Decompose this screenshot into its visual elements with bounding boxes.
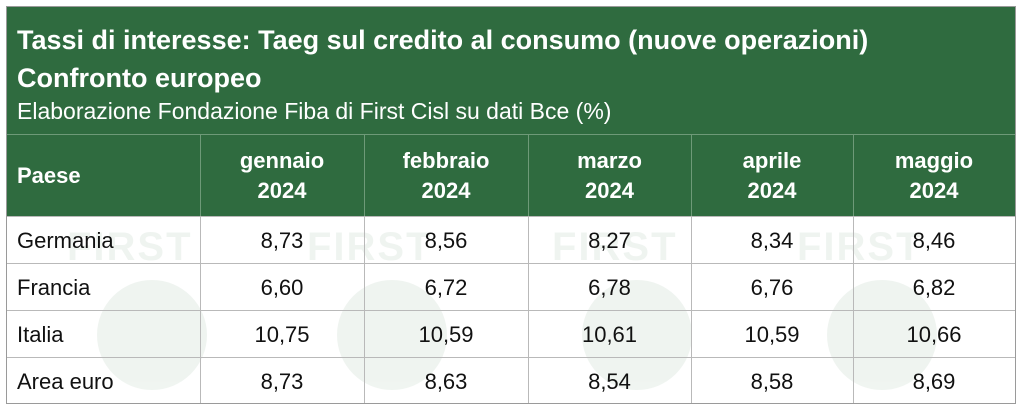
title-line-1: Tassi di interesse: Taeg sul credito al … [17,25,869,55]
header-month-name: aprile [742,147,802,173]
value-cell: 8,27 [588,227,631,253]
header-divider [7,134,1015,135]
value-cell: 8,69 [912,368,956,394]
header-year: 2024 [909,177,959,203]
header-month-3: aprile 2024 [691,135,853,216]
column-divider [528,216,529,403]
row-label: Area euro [17,368,114,394]
column-divider [200,216,201,403]
header-year: 2024 [257,177,307,203]
title-line-2: Confronto europeo [17,63,262,93]
value-cell: 8,73 [260,227,304,253]
header-month-4: maggio 2024 [853,135,1015,216]
value-cell: 8,56 [424,227,468,253]
value-cell: 10,66 [906,321,962,347]
value-cell: 8,63 [424,368,468,394]
column-divider [364,135,365,216]
value-cell: 6,82 [912,274,956,300]
row-divider [7,310,1015,311]
table-header-band: Tassi di interesse: Taeg sul credito al … [7,7,1015,216]
column-divider [364,216,365,403]
data-table: Tassi di interesse: Taeg sul credito al … [6,6,1016,404]
table-title: Tassi di interesse: Taeg sul credito al … [17,21,868,97]
table-subtitle: Elaborazione Fondazione Fiba di First Ci… [17,98,612,124]
header-year: 2024 [421,177,471,203]
column-divider [853,216,854,403]
value-cell: 10,59 [418,321,474,347]
column-divider [200,135,201,216]
value-cell: 6,78 [588,274,631,300]
row-divider [7,357,1015,358]
value-cell: 6,76 [750,274,794,300]
value-cell: 8,73 [260,368,304,394]
value-cell: 10,59 [744,321,800,347]
value-cell: 6,72 [424,274,468,300]
header-month-name: gennaio [239,147,325,173]
row-label: Francia [17,274,91,300]
value-cell: 8,58 [750,368,794,394]
header-month-0: gennaio 2024 [200,135,364,216]
value-cell: 10,61 [581,321,638,347]
header-month-name: maggio [894,147,974,173]
header-paese: Paese [17,162,81,188]
header-month-name: marzo [577,147,642,173]
header-month-2: marzo 2024 [528,135,691,216]
header-month-name: febbraio [402,147,490,173]
value-cell: 8,54 [588,368,631,394]
value-cell: 6,60 [260,274,304,300]
header-month-1: febbraio 2024 [364,135,528,216]
row-label: Germania [17,227,114,253]
table-row: Germania 8,73 8,56 8,27 8,34 8,46 [7,217,1015,264]
value-cell: 8,34 [750,227,794,253]
column-divider [691,135,692,216]
value-cell: 8,46 [912,227,956,253]
row-divider [7,216,1015,217]
row-label: Italia [17,321,64,347]
table-row: Francia 6,60 6,72 6,78 6,76 6,82 [7,264,1015,311]
column-divider [853,135,854,216]
column-divider [528,135,529,216]
table-row: Italia 10,75 10,59 10,61 10,59 10,66 [7,311,1015,358]
header-year: 2024 [747,177,797,203]
header-year: 2024 [585,177,634,203]
column-divider [691,216,692,403]
row-divider [7,263,1015,264]
table-row: Area euro 8,73 8,63 8,54 8,58 8,69 [7,358,1015,405]
value-cell: 10,75 [254,321,310,347]
